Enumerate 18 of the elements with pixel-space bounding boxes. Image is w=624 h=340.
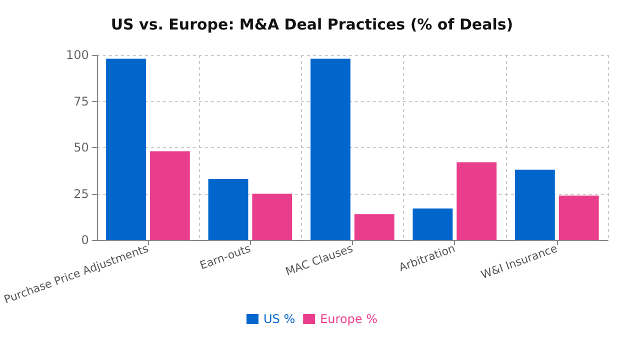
bar <box>354 214 394 240</box>
bar <box>558 196 599 240</box>
bar <box>456 162 497 240</box>
legend-label: Europe % <box>320 312 378 326</box>
bar <box>252 194 292 240</box>
legend-label: US % <box>263 312 296 326</box>
y-tick-label: 0 <box>81 233 89 247</box>
bar <box>208 178 248 240</box>
bar <box>412 208 453 240</box>
bar <box>310 58 350 240</box>
y-tick-label: 25 <box>74 186 89 201</box>
bar <box>150 151 190 240</box>
y-tick-label: 50 <box>74 140 89 154</box>
bar <box>514 170 555 240</box>
y-tick-label: 75 <box>74 94 89 108</box>
y-tick-label: 100 <box>66 48 89 62</box>
bar <box>106 58 146 240</box>
chart-title: US vs. Europe: M&A Deal Practices (% of Deals) <box>110 16 514 34</box>
